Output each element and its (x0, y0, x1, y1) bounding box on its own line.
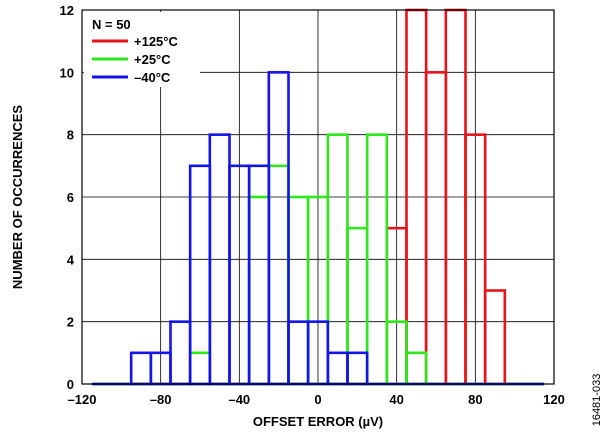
y-tick-label-0: 0 (67, 377, 74, 392)
x-tick-label-6: 120 (543, 392, 565, 407)
legend-label-1: +25°C (134, 52, 171, 67)
figure-id: 16481-033 (591, 374, 603, 427)
y-tick-label-2: 4 (67, 252, 75, 267)
legend: N = 50 +125°C +25°C –40°C (84, 12, 200, 87)
x-tick-label-2: –40 (228, 392, 250, 407)
x-tick-label-0: –120 (68, 392, 97, 407)
plot-frame (81, 9, 555, 385)
x-tick-label-1: –80 (150, 392, 172, 407)
legend-label-0: +125°C (134, 34, 178, 49)
x-tick-label-4: 40 (389, 392, 403, 407)
x-tick-labels: –120 –80 –40 0 40 80 120 (68, 392, 565, 407)
legend-box (84, 12, 200, 87)
y-tick-label-6: 12 (60, 3, 74, 18)
y-tick-label-3: 6 (67, 190, 74, 205)
legend-title: N = 50 (92, 17, 131, 32)
y-tick-label-1: 2 (67, 315, 74, 330)
legend-label-2: –40°C (134, 70, 171, 85)
y-axis-title: NUMBER OF OCCURRENCES (10, 105, 25, 290)
x-axis-title: OFFSET ERROR (µV) (253, 414, 383, 429)
y-tick-label-4: 8 (67, 128, 74, 143)
y-tick-label-5: 10 (60, 65, 74, 80)
y-tick-labels: 0 2 4 6 8 10 12 (60, 3, 75, 392)
x-tick-label-5: 80 (468, 392, 482, 407)
x-tick-label-3: 0 (314, 392, 321, 407)
